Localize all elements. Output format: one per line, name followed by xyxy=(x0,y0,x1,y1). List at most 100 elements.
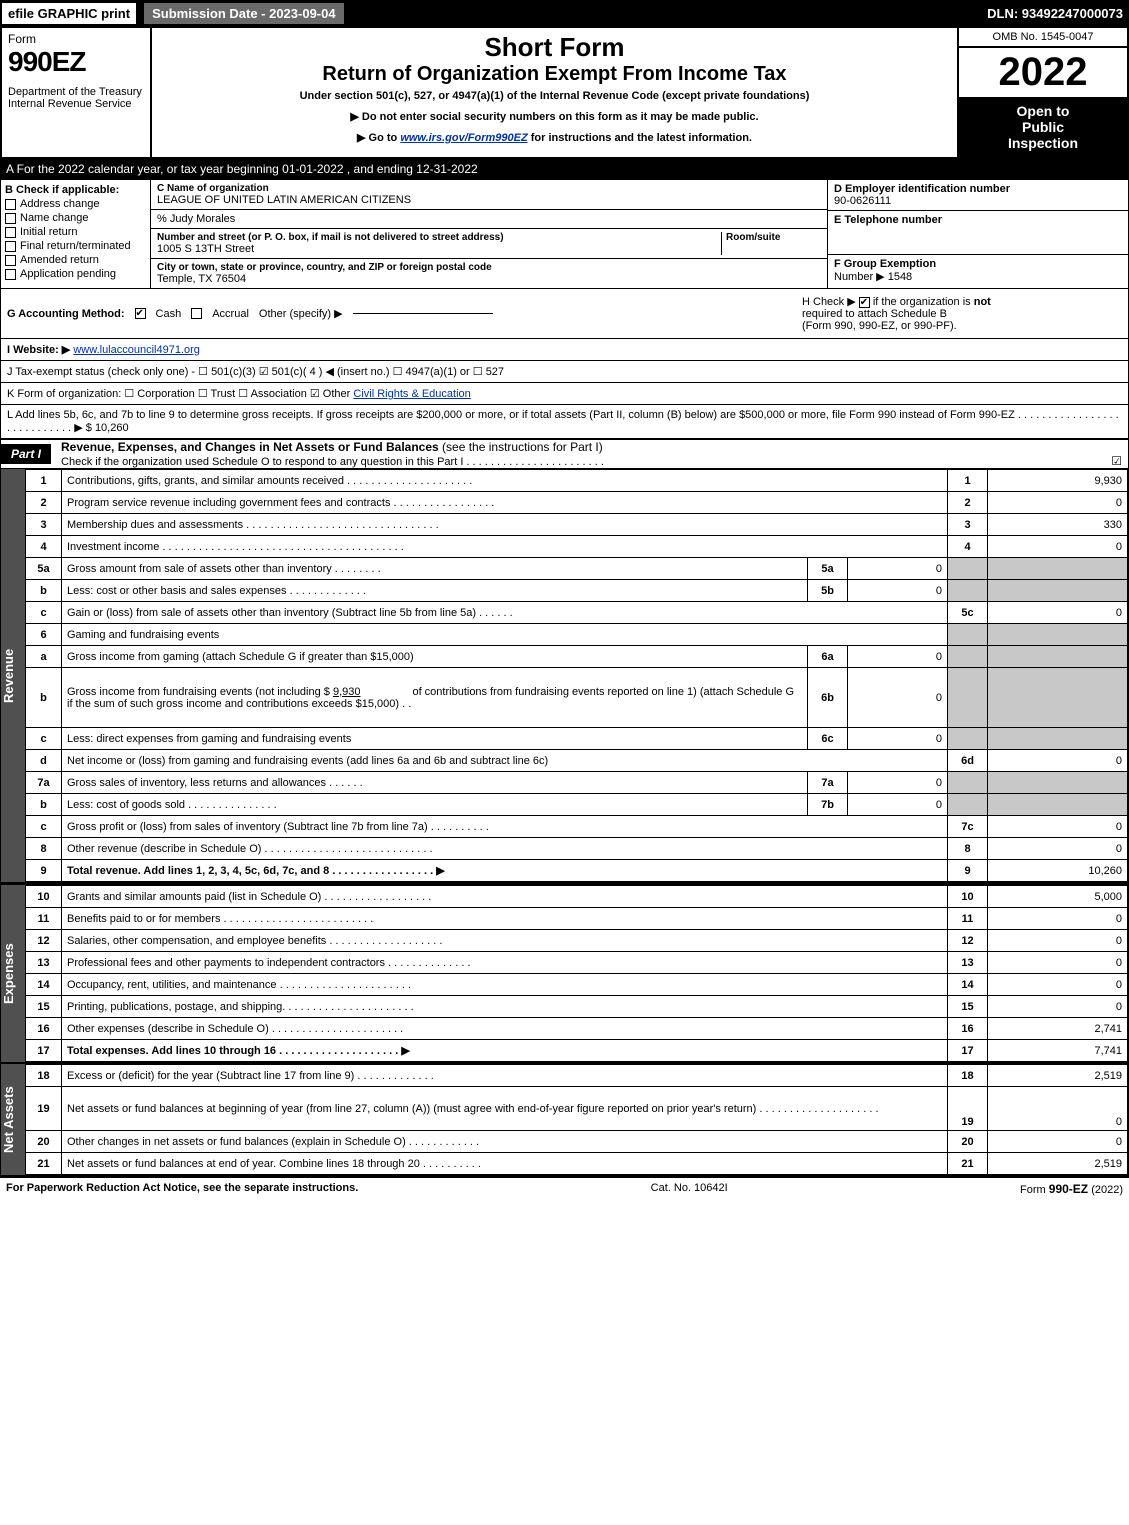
line-desc: Professional fees and other payments to … xyxy=(62,952,948,974)
subline-num: 7a xyxy=(26,772,62,794)
line-desc: Net assets or fund balances at end of ye… xyxy=(62,1153,948,1175)
c-name-value: LEAGUE OF UNITED LATIN AMERICAN CITIZENS xyxy=(157,194,821,206)
line-desc: Gross profit or (loss) from sales of inv… xyxy=(62,816,948,838)
line-row-12: 12 Salaries, other compensation, and emp… xyxy=(26,930,1128,952)
f-label-b: Number ▶ xyxy=(834,271,885,283)
line-row-7c: c Gross profit or (loss) from sales of i… xyxy=(26,816,1128,838)
line-amount: 0 xyxy=(988,602,1128,624)
goto-post: for instructions and the latest informat… xyxy=(528,132,752,144)
line-desc: Other revenue (describe in Schedule O) .… xyxy=(62,838,948,860)
g-cash-checkbox[interactable] xyxy=(135,308,146,319)
subline-shade1 xyxy=(948,558,988,580)
subline-shade2 xyxy=(988,646,1128,668)
line-num: 16 xyxy=(26,1018,62,1040)
line-no-box: 16 xyxy=(948,1018,988,1040)
section-g: G Accounting Method: Cash Accrual Other … xyxy=(7,295,772,332)
section-b-checkbox-5[interactable] xyxy=(5,269,16,280)
header-row-6: 6 Gaming and fundraising events xyxy=(26,624,1128,646)
line-row-9: 9 Total revenue. Add lines 1, 2, 3, 4, 5… xyxy=(26,860,1128,882)
section-b-checkbox-3[interactable] xyxy=(5,241,16,252)
line-amount: 0 xyxy=(988,974,1128,996)
efile-label: efile GRAPHIC print xyxy=(0,1,138,26)
k-other-link[interactable]: Civil Rights & Education xyxy=(353,388,470,400)
h-text-b: if the organization is xyxy=(873,296,974,308)
section-b-checkbox-2[interactable] xyxy=(5,227,16,238)
subline-shade2 xyxy=(988,728,1128,750)
line-num: 10 xyxy=(26,886,62,908)
line-row-10: 10 Grants and similar amounts paid (list… xyxy=(26,886,1128,908)
line-no-box: 19 xyxy=(948,1087,988,1131)
line-no-box: 8 xyxy=(948,838,988,860)
expenses-table: 10 Grants and similar amounts paid (list… xyxy=(25,885,1128,1062)
line-amount: 0 xyxy=(988,838,1128,860)
line-no-box: 5c xyxy=(948,602,988,624)
line-row-17: 17 Total expenses. Add lines 10 through … xyxy=(26,1040,1128,1062)
subline-desc: Gross amount from sale of assets other t… xyxy=(62,558,808,580)
g-other-input[interactable] xyxy=(353,313,493,314)
open-inspection: Open to Public Inspection xyxy=(959,97,1127,157)
line-no-box: 11 xyxy=(948,908,988,930)
omb-number: OMB No. 1545-0047 xyxy=(959,28,1127,48)
c-name-label: C Name of organization xyxy=(157,183,821,194)
dept-line2: Internal Revenue Service xyxy=(8,98,144,110)
line-desc: Investment income . . . . . . . . . . . … xyxy=(62,536,948,558)
expenses-vertical-label: Expenses xyxy=(1,885,25,1062)
revenue-vertical-label: Revenue xyxy=(1,469,25,882)
line-row-5c: c Gain or (loss) from sale of assets oth… xyxy=(26,602,1128,624)
line-num: 3 xyxy=(26,514,62,536)
c-city-value: Temple, TX 76504 xyxy=(157,273,821,285)
line-num: 2 xyxy=(26,492,62,514)
line-num: 4 xyxy=(26,536,62,558)
subline-box: 7b xyxy=(808,794,848,816)
line-amount: 5,000 xyxy=(988,886,1128,908)
subline-shade2 xyxy=(988,794,1128,816)
line-desc: Other expenses (describe in Schedule O) … xyxy=(62,1018,948,1040)
line-desc: Excess or (deficit) for the year (Subtra… xyxy=(62,1065,948,1087)
line-desc: Benefits paid to or for members . . . . … xyxy=(62,908,948,930)
c-room-label: Room/suite xyxy=(726,232,821,243)
line-desc: Net assets or fund balances at beginning… xyxy=(62,1087,948,1131)
footer-right-b: 990-EZ xyxy=(1049,1182,1088,1196)
line-row-8: 8 Other revenue (describe in Schedule O)… xyxy=(26,838,1128,860)
h-text-d: (Form 990, 990-EZ, or 990-PF). xyxy=(802,320,957,332)
subline-row-7b: b Less: cost of goods sold . . . . . . .… xyxy=(26,794,1128,816)
subline-box: 5b xyxy=(808,580,848,602)
section-b-checkbox-4[interactable] xyxy=(5,255,16,266)
h-text-a: H Check ▶ xyxy=(802,296,856,308)
line-amount: 10,260 xyxy=(988,860,1128,882)
subline-box: 6b xyxy=(808,668,848,728)
h-checkbox[interactable] xyxy=(859,297,870,308)
line-desc: Occupancy, rent, utilities, and maintena… xyxy=(62,974,948,996)
section-b-checkbox-1[interactable] xyxy=(5,213,16,224)
ssn-note: ▶ Do not enter social security numbers o… xyxy=(156,110,953,123)
line-amount: 7,741 xyxy=(988,1040,1128,1062)
k-prefix: K Form of organization: ☐ Corporation ☐ … xyxy=(7,388,353,400)
section-b-label-0: Address change xyxy=(20,198,100,210)
subline-row-6a: a Gross income from gaming (attach Sched… xyxy=(26,646,1128,668)
subline-box: 6a xyxy=(808,646,848,668)
line-amount: 0 xyxy=(988,492,1128,514)
section-b-item-1: Name change xyxy=(5,212,146,224)
goto-link[interactable]: www.irs.gov/Form990EZ xyxy=(400,132,527,144)
section-b-checkbox-0[interactable] xyxy=(5,199,16,210)
subline-row-6c: c Less: direct expenses from gaming and … xyxy=(26,728,1128,750)
line-num: 9 xyxy=(26,860,62,882)
line-desc: Salaries, other compensation, and employ… xyxy=(62,930,948,952)
subline-shade2 xyxy=(988,558,1128,580)
open-line3: Inspection xyxy=(959,135,1127,151)
line-amount: 0 xyxy=(988,750,1128,772)
subline-value: 0 xyxy=(848,794,948,816)
line-no-box: 21 xyxy=(948,1153,988,1175)
subline-box: 7a xyxy=(808,772,848,794)
g-accrual-checkbox[interactable] xyxy=(191,308,202,319)
section-b-label-3: Final return/terminated xyxy=(20,240,131,252)
subline-value: 0 xyxy=(848,580,948,602)
part-i-header: Part I Revenue, Expenses, and Changes in… xyxy=(0,439,1129,469)
g-cash-label: Cash xyxy=(156,308,182,320)
i-website-link[interactable]: www.lulaccouncil4971.org xyxy=(73,344,200,356)
subline-row-6b: b Gross income from fundraising events (… xyxy=(26,668,1128,728)
section-b-item-2: Initial return xyxy=(5,226,146,238)
open-line2: Public xyxy=(959,119,1127,135)
expenses-group: Expenses 10 Grants and similar amounts p… xyxy=(0,882,1129,1062)
line-amount: 0 xyxy=(988,1131,1128,1153)
